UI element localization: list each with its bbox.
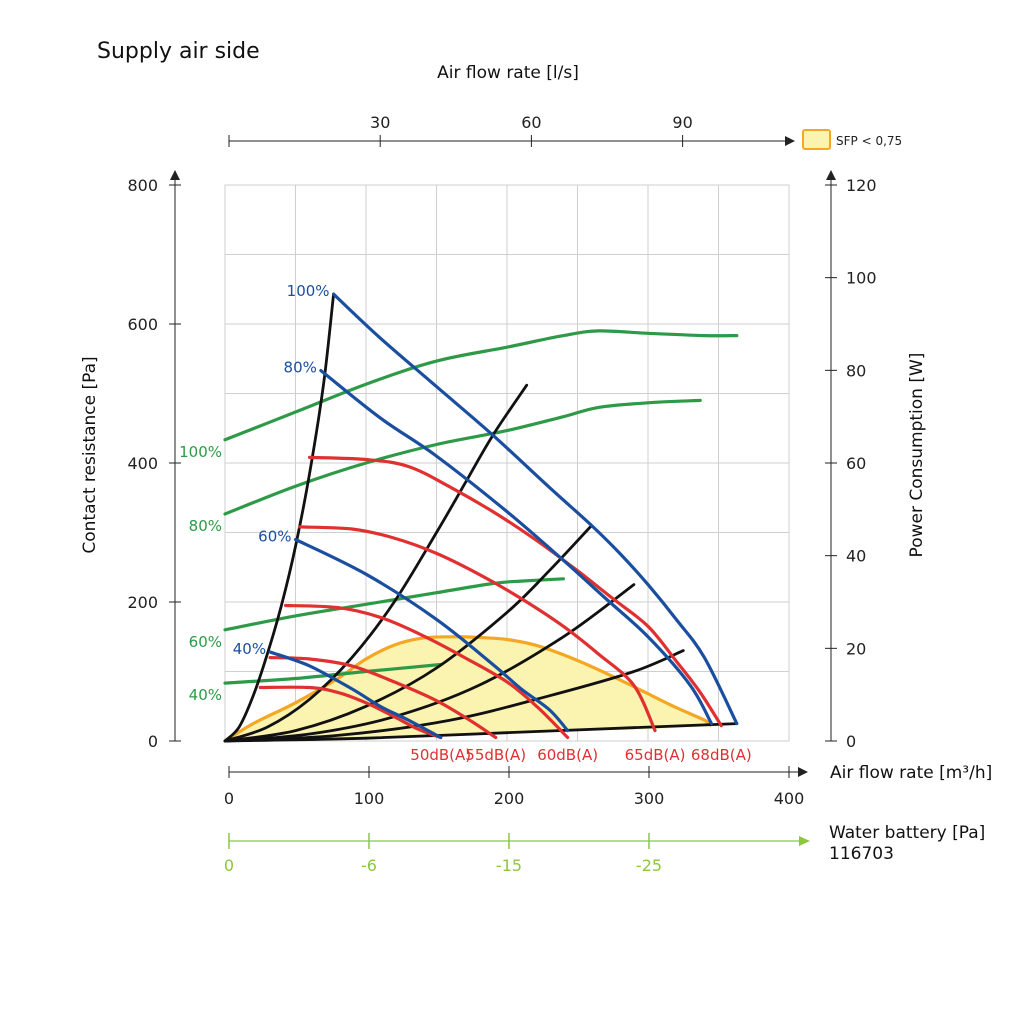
fan-curve-40 — [268, 650, 443, 740]
sound-curve-65db-a — [298, 525, 657, 733]
water-tick-label: 0 — [224, 856, 234, 875]
legend-label: SFP < 0,75 — [836, 134, 902, 148]
fan-curve-100 — [332, 292, 739, 726]
bottom-tick-label: 100 — [354, 789, 385, 808]
bottom-axis-title: Air flow rate [m³/h] — [830, 763, 992, 783]
right-axis-title: Power Consumption [W] — [907, 353, 927, 558]
right-tick-label: 40 — [846, 547, 866, 566]
sound-label-55db-a: 55dB(A) — [465, 746, 526, 764]
water-axis-sublabel: 116703 — [829, 844, 894, 864]
sound-label-65db-a: 65dB(A) — [625, 746, 686, 764]
fan-label-40: 40% — [233, 640, 266, 658]
left-tick-label: 400 — [127, 454, 158, 473]
sound-curve-60db-a — [284, 603, 570, 740]
system-curve-5 — [223, 649, 685, 743]
left-axis-arrow — [170, 170, 180, 180]
top-axis-title: Air flow rate [l/s] — [437, 63, 579, 83]
sound-label-60db-a: 60dB(A) — [537, 746, 598, 764]
bottom-axis-arrow — [798, 767, 808, 777]
top-tick-label: 90 — [672, 113, 692, 132]
legend-swatch — [802, 129, 831, 150]
top-axis-arrow — [785, 136, 795, 146]
power-label-100: 100% — [179, 443, 222, 461]
power-label-40: 40% — [189, 686, 222, 704]
bottom-tick-label: 0 — [224, 789, 234, 808]
sfp-area-fill — [225, 636, 740, 741]
left-axis-title: Contact resistance [Pa] — [80, 356, 100, 553]
bottom-tick-label: 200 — [494, 789, 525, 808]
chart-title: Supply air side — [97, 39, 260, 64]
fan-curve-80 — [319, 369, 714, 726]
left-tick-label: 800 — [127, 176, 158, 195]
right-tick-label: 20 — [846, 639, 866, 658]
left-tick-label: 200 — [127, 593, 158, 612]
top-tick-label: 60 — [521, 113, 541, 132]
sound-curve-55db-a — [268, 656, 498, 740]
fan-curve-60 — [293, 537, 570, 733]
power-curve-60 — [223, 577, 565, 632]
sound-curve-50db-a — [258, 685, 443, 740]
top-tick-label: 30 — [370, 113, 390, 132]
right-tick-label: 100 — [846, 269, 877, 288]
power-label-60: 60% — [189, 633, 222, 651]
water-tick-label: -6 — [361, 856, 377, 875]
system-curve-3 — [223, 524, 593, 743]
fan-label-80: 80% — [284, 359, 317, 377]
bottom-tick-label: 400 — [774, 789, 805, 808]
system-curve-1 — [223, 292, 335, 743]
bottom-tick-label: 300 — [634, 789, 665, 808]
sound-label-50db-a: 50dB(A) — [410, 746, 471, 764]
fan-label-100: 100% — [287, 282, 330, 300]
right-axis-arrow — [826, 170, 836, 180]
power-curve-80 — [223, 398, 702, 516]
right-tick-label: 120 — [846, 176, 877, 195]
water-axis-title: Water battery [Pa] — [829, 823, 985, 843]
sound-label-68db-a: 68dB(A) — [691, 746, 752, 764]
power-label-80: 80% — [189, 517, 222, 535]
right-tick-label: 60 — [846, 454, 866, 473]
system-curve-2 — [223, 383, 529, 743]
right-tick-label: 0 — [846, 732, 856, 751]
power-curve-100 — [223, 329, 739, 442]
water-tick-label: -15 — [496, 856, 522, 875]
right-tick-label: 80 — [846, 361, 866, 380]
system-curve-6 — [223, 722, 739, 743]
fan-label-60: 60% — [258, 527, 291, 545]
left-tick-label: 600 — [127, 315, 158, 334]
water-axis-arrow — [799, 836, 810, 846]
left-tick-label: 0 — [148, 732, 158, 751]
water-tick-label: -25 — [636, 856, 662, 875]
